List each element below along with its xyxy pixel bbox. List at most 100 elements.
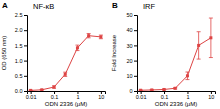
x-tick: 0.01 — [26, 91, 37, 100]
data-point — [40, 88, 43, 91]
data-point — [53, 86, 56, 89]
x-tick-label: 0.1 — [161, 94, 169, 100]
data-point — [64, 73, 67, 76]
y-tick: 0.0 — [15, 88, 27, 94]
panel: 0.01 0.1 1 10 0 10 20 30 40 50 B IRF ODN 2336 (μM) Fo… — [111, 1, 216, 107]
y-tick-mark — [24, 30, 27, 31]
error-bar — [185, 72, 189, 80]
y-tick: 40 — [126, 27, 137, 33]
y-tick-label: 0.0 — [15, 88, 23, 94]
y-tick: 2.0 — [15, 27, 27, 33]
y-tick-mark — [24, 61, 27, 62]
y-axis-line — [134, 16, 138, 92]
y-tick-mark — [134, 91, 137, 92]
y-tick-mark — [134, 30, 137, 31]
x-tick: 1 — [186, 91, 189, 100]
data-point — [139, 89, 142, 91]
error-bar — [162, 89, 166, 91]
error-bar — [99, 35, 103, 39]
y-tick-mark — [134, 45, 137, 46]
marks — [29, 34, 103, 91]
x-tick-label: 1 — [186, 94, 189, 100]
x-axis-title: ODN 2336 (μM) — [45, 101, 87, 107]
data-point — [99, 35, 102, 38]
y-tick-label: 30 — [126, 43, 132, 49]
y-axis-title: Fold Increase — [111, 34, 117, 71]
plot-area: 0.01 0.1 1 10 0 10 20 30 40 50 — [126, 12, 215, 100]
error-bar — [63, 72, 67, 76]
data-point — [197, 44, 200, 47]
data-point — [76, 46, 79, 49]
y-tick-mark — [134, 15, 137, 16]
data-point — [87, 34, 90, 37]
x-tick-label: 0.01 — [136, 94, 147, 100]
plot-area: 0.01 0.1 1 10 0.0 0.5 1.0 1.5 2.0 2.5 — [15, 12, 106, 100]
panel-label: B — [112, 1, 118, 10]
panel-label: A — [2, 1, 8, 10]
y-tick: 1.0 — [15, 58, 27, 64]
x-tick-label: 10 — [98, 94, 104, 100]
error-bar — [40, 89, 44, 91]
title: NF-κB — [33, 2, 54, 11]
x-axis-line — [138, 92, 216, 95]
series-line — [141, 38, 211, 90]
x-tick: 10 — [98, 91, 104, 100]
x-tick-label: 10 — [208, 94, 214, 100]
x-axis: 0.01 0.1 1 10 — [26, 91, 106, 100]
y-tick-label: 1.0 — [15, 58, 23, 64]
y-tick-mark — [134, 76, 137, 77]
y-tick-label: 20 — [126, 58, 132, 64]
data-point — [29, 89, 32, 91]
y-tick-mark — [134, 61, 137, 62]
error-bar — [29, 90, 33, 91]
y-axis: 0 10 20 30 40 50 — [126, 12, 137, 94]
x-tick: 0.1 — [51, 91, 59, 100]
y-tick-mark — [24, 45, 27, 46]
chart-root: 0.010.11100.00.51.01.52.02.5ANF-κBODN 23… — [0, 0, 220, 109]
title: IRF — [143, 2, 156, 11]
y-tick-label: 2.5 — [15, 12, 23, 18]
x-tick: 10 — [208, 91, 214, 100]
x-tick-label: 0.1 — [51, 94, 59, 100]
data-point — [174, 87, 177, 90]
y-tick-label: 2.0 — [15, 27, 23, 33]
data-point — [209, 36, 212, 39]
y-tick-mark — [24, 76, 27, 77]
error-bar — [52, 86, 56, 88]
y-tick-label: 10 — [126, 73, 132, 79]
y-axis-title: OD (650 nm) — [1, 36, 7, 71]
y-tick: 20 — [126, 58, 137, 64]
data-point — [186, 74, 189, 77]
y-tick: 50 — [126, 12, 137, 18]
x-tick-label: 0.01 — [26, 94, 37, 100]
y-tick-label: 0.5 — [15, 73, 23, 79]
y-tick: 10 — [126, 73, 137, 79]
y-tick-label: 0 — [129, 88, 132, 94]
y-tick-label: 50 — [126, 12, 132, 18]
y-tick: 1.5 — [15, 43, 27, 49]
error-bar — [139, 89, 143, 91]
data-point — [163, 88, 166, 91]
x-axis-title: ODN 2336 (μM) — [155, 101, 197, 107]
y-axis: 0.0 0.5 1.0 1.5 2.0 2.5 — [15, 12, 28, 94]
error-bar — [150, 89, 154, 91]
x-tick-label: 1 — [76, 94, 79, 100]
y-tick: 0 — [129, 88, 137, 94]
y-tick-label: 40 — [126, 27, 132, 33]
data-point — [150, 88, 153, 91]
y-tick-mark — [24, 91, 27, 92]
marks — [139, 18, 213, 91]
error-bar — [75, 45, 79, 50]
figure: 0.010.11100.00.51.01.52.02.5ANF-κBODN 23… — [0, 0, 220, 109]
x-axis: 0.01 0.1 1 10 — [136, 91, 216, 100]
error-bar — [209, 18, 213, 58]
panel: 0.01 0.1 1 10 0.0 0.5 1.0 1.5 2.0 2.5 A NF-κB ODN 23… — [1, 1, 106, 107]
y-axis-line — [24, 16, 28, 92]
y-tick-mark — [24, 15, 27, 16]
error-bar — [173, 88, 177, 90]
y-tick: 2.5 — [15, 12, 27, 18]
x-axis-line — [28, 92, 106, 95]
error-bar — [87, 34, 91, 38]
x-tick: 1 — [76, 91, 79, 100]
y-tick: 0.5 — [15, 73, 27, 79]
